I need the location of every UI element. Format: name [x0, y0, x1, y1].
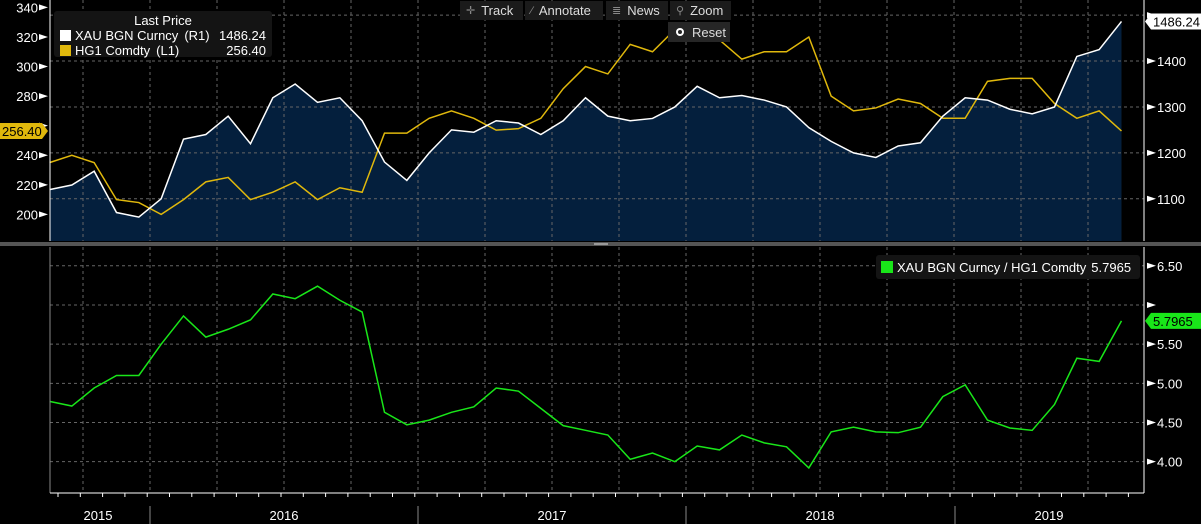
right-axis-tick-label: 1100	[1157, 192, 1185, 207]
legend-gold-axis: (R1)	[184, 28, 210, 43]
left-axis-tick-label: 320	[16, 30, 38, 45]
left-axis-tick-label: 200	[16, 207, 38, 222]
left-tick-marker	[39, 33, 48, 40]
left-axis-tick-label: 240	[16, 148, 38, 163]
gold-area	[49, 21, 1122, 241]
ratio-last-price-tag: 5.7965	[1153, 314, 1193, 329]
panel-resize-handle[interactable]	[594, 243, 608, 245]
ratio-axis-tick-label: 5.00	[1157, 376, 1182, 391]
ratio-axis-tick-label: 5.50	[1157, 337, 1182, 352]
gold-line	[49, 20, 1123, 218]
legend-title: Last Price	[134, 13, 192, 28]
left-axis-tick-label: 280	[16, 89, 38, 104]
magnifier-icon: ⚲	[676, 5, 685, 17]
ratio-axis-tick-label: 4.00	[1157, 455, 1182, 470]
copper-last-price-tag: 256.40	[2, 124, 42, 139]
copper-line	[49, 28, 1123, 216]
track-button[interactable]: ✛ Track	[460, 1, 523, 20]
x-axis-year-label: 2017	[538, 508, 567, 523]
right-tick-marker	[1147, 149, 1156, 156]
legend-copper-axis: (L1)	[156, 43, 180, 58]
news-label: News	[627, 3, 660, 18]
copper-last-price-tag-bg	[0, 122, 48, 139]
reset-label: Reset	[692, 24, 726, 40]
x-axis-year-label: 2015	[84, 508, 113, 523]
legend-gold-last: 1486.24	[219, 28, 266, 43]
ratio-axis-tick-label: 4.50	[1157, 415, 1182, 430]
left-axis-tick-label: 340	[16, 0, 38, 15]
annotate-button[interactable]: ∕ Annotate	[525, 1, 603, 20]
news-button[interactable]: ≣ News	[606, 1, 668, 20]
legend-gold-name: XAU BGN Curncy	[75, 28, 179, 43]
right-axis-tick-label: 1200	[1157, 146, 1186, 161]
right-tick-marker	[1147, 195, 1156, 202]
left-tick-marker	[39, 63, 48, 70]
right-tick-marker	[1147, 380, 1156, 387]
ratio-last-price-tag-bg	[1145, 312, 1201, 329]
annotate-label: Annotate	[538, 3, 591, 18]
bottom-legend[interactable]: XAU BGN Curncy / HG1 Comdty 5.7965	[876, 255, 1140, 279]
zoom-label: Zoom	[690, 3, 724, 18]
legend-copper-last: 256.40	[226, 43, 266, 58]
x-axis-year-label: 2018	[806, 508, 835, 523]
left-axis-tick-label: 300	[16, 60, 38, 75]
right-tick-marker	[1147, 262, 1156, 269]
gold-last-price-tag: 1486.24	[1153, 14, 1200, 29]
top-legend: Last Price XAU BGN Curncy (R1) 1486.24 H…	[54, 11, 272, 58]
right-tick-marker	[1147, 301, 1156, 308]
ratio-line	[49, 285, 1123, 470]
left-tick-marker	[39, 4, 48, 11]
news-icon: ≣	[612, 5, 622, 17]
right-tick-marker	[1147, 103, 1156, 110]
right-tick-marker	[1147, 458, 1156, 465]
left-axis-tick-label: 220	[16, 178, 38, 193]
left-tick-marker	[39, 181, 48, 188]
ratio-swatch	[881, 261, 893, 273]
gold-last-price-tag-bg	[1145, 13, 1201, 30]
reset-icon	[676, 28, 684, 36]
right-axis-tick-label: 1400	[1157, 54, 1186, 69]
x-axis-year-label: 2016	[270, 508, 299, 523]
right-tick-marker	[1147, 58, 1156, 65]
x-axis-year-label: 2019	[1035, 508, 1064, 523]
legend-ratio-last: 5.7965	[1091, 259, 1132, 275]
right-tick-marker	[1147, 341, 1156, 348]
legend-ratio-name: XAU BGN Curncy / HG1 Comdty	[897, 259, 1087, 275]
left-tick-marker	[39, 93, 48, 100]
legend-item-copper[interactable]: HG1 Comdty (L1) 256.40	[60, 43, 266, 58]
ratio-axis-tick-label: 6.50	[1157, 259, 1182, 274]
crosshair-icon: ✛	[466, 5, 476, 17]
pencil-icon: ∕	[531, 4, 533, 17]
reset-button[interactable]: Reset	[668, 22, 730, 42]
track-label: Track	[481, 3, 514, 18]
right-axis-tick-label: 1300	[1157, 100, 1186, 115]
legend-item-gold[interactable]: XAU BGN Curncy (R1) 1486.24	[60, 28, 266, 43]
zoom-button[interactable]: ⚲ Zoom	[670, 1, 731, 20]
copper-swatch	[60, 45, 71, 56]
left-tick-marker	[39, 152, 48, 159]
right-tick-marker	[1147, 419, 1156, 426]
left-tick-marker	[39, 211, 48, 218]
gold-swatch	[60, 30, 71, 41]
legend-copper-name: HG1 Comdty	[75, 43, 151, 58]
